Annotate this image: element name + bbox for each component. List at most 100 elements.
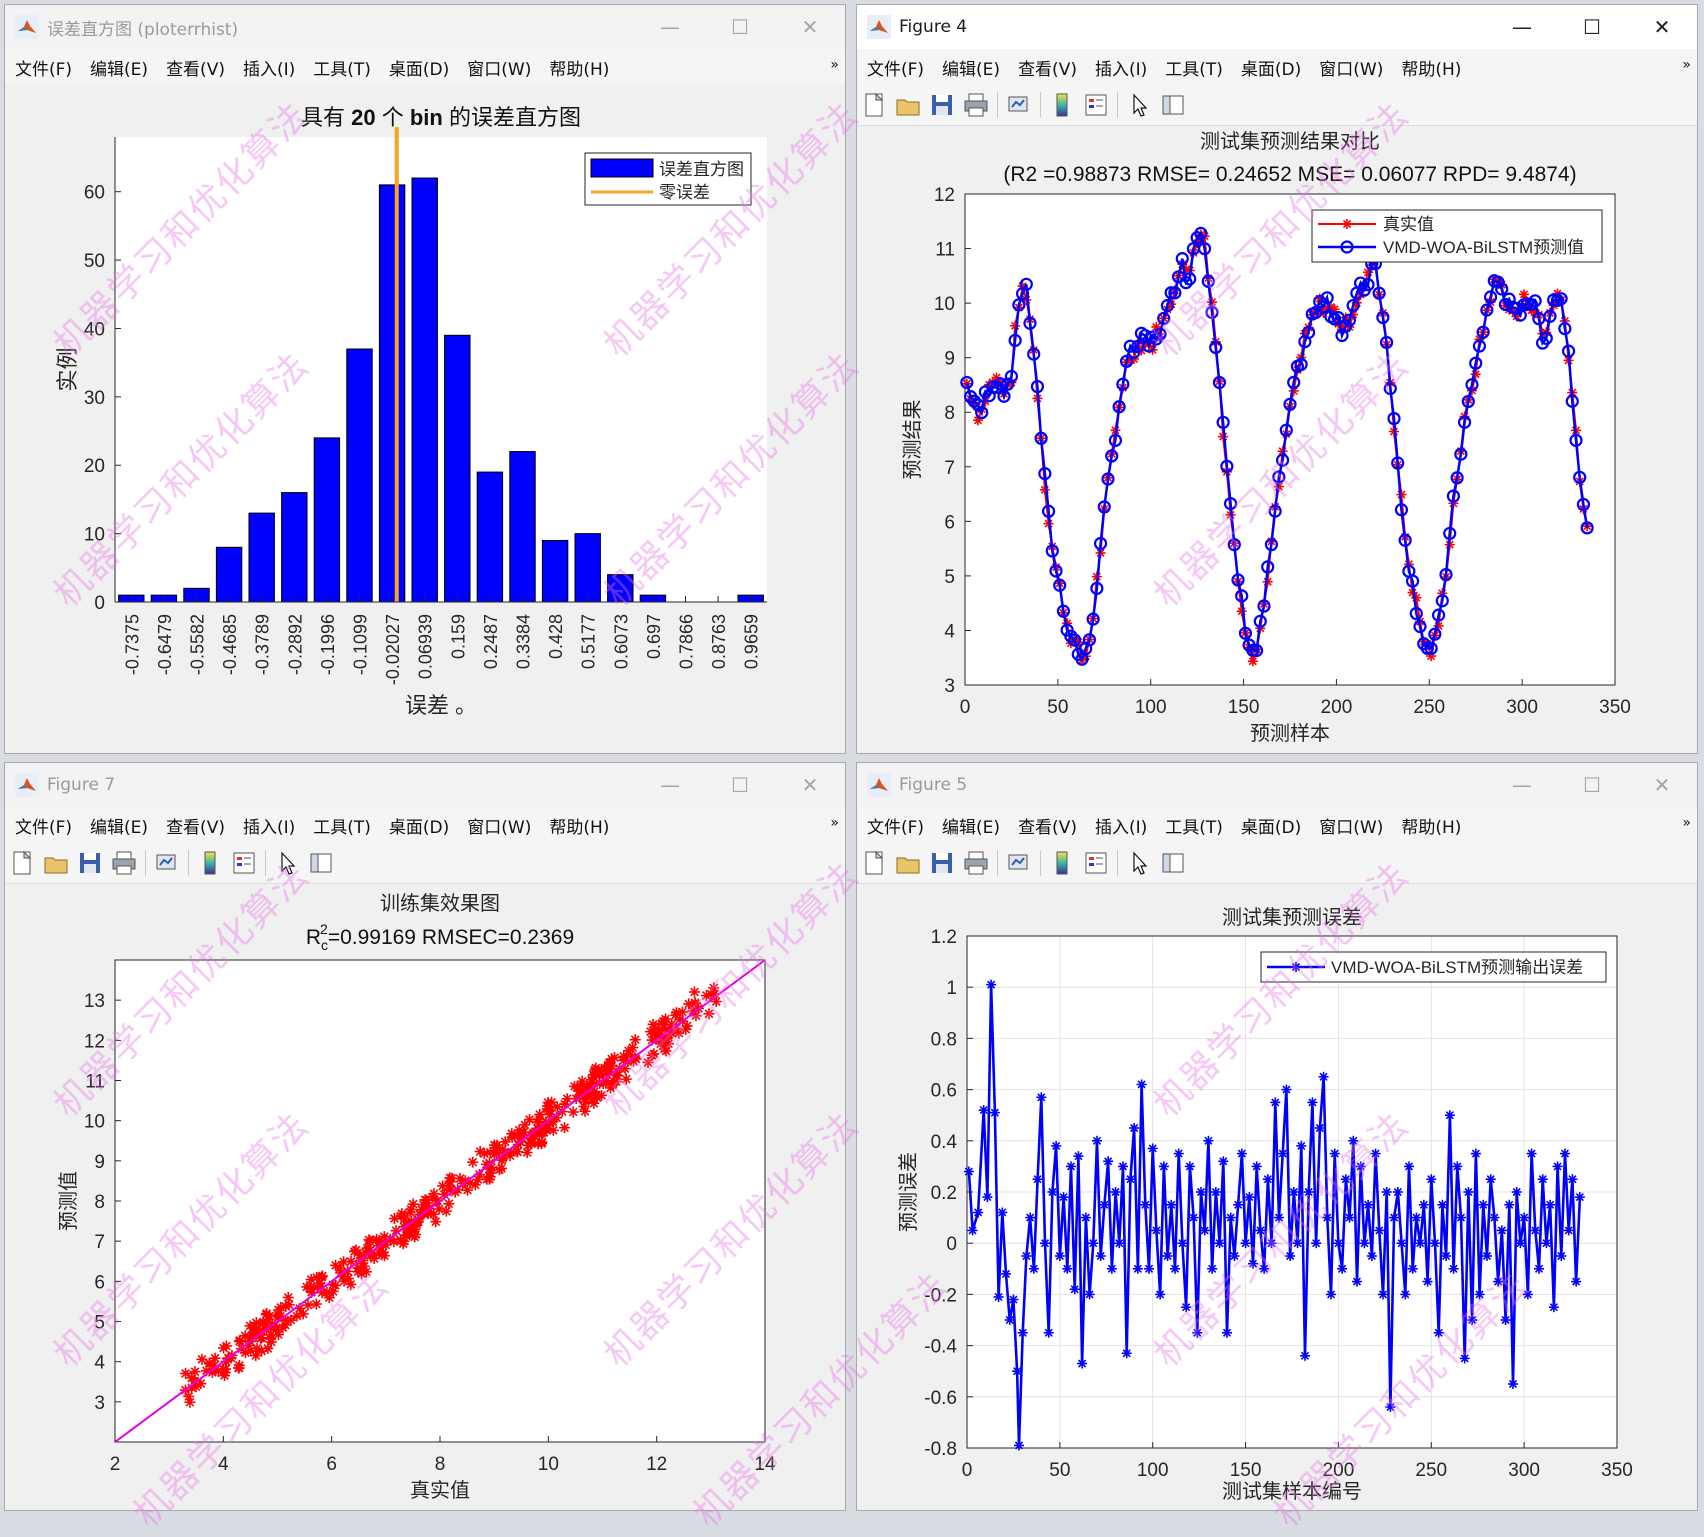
open-file-icon[interactable] [893, 90, 923, 120]
menu-item-7[interactable]: 帮助(H) [1401, 817, 1462, 838]
predicted-point [1409, 606, 1423, 621]
legend-icon[interactable] [229, 848, 259, 878]
minimize-button[interactable]: — [660, 773, 680, 797]
x-tick-label: 150 [1230, 1460, 1262, 1481]
property-inspector-icon[interactable] [1158, 848, 1188, 878]
menu-item-5[interactable]: 桌面(D) [388, 817, 450, 838]
predicted-point [1413, 619, 1427, 634]
histogram-bar [215, 546, 243, 603]
menu-item-7[interactable]: 帮助(H) [549, 817, 610, 838]
menu-item-3[interactable]: 插入(I) [1094, 59, 1148, 80]
pointer-icon[interactable] [1124, 848, 1154, 878]
minimize-button[interactable]: — [1512, 773, 1532, 797]
new-figure-icon[interactable] [7, 848, 37, 878]
menu-item-1[interactable]: 编辑(E) [90, 59, 149, 80]
menu-item-0[interactable]: 文件(F) [15, 59, 73, 80]
menu-item-3[interactable]: 插入(I) [242, 59, 296, 80]
fig7-titlebar[interactable]: Figure 7 — ☐ ✕ [5, 763, 845, 807]
maximize-button[interactable]: ☐ [1583, 773, 1601, 797]
menu-item-7[interactable]: 帮助(H) [549, 59, 610, 80]
menu-item-4[interactable]: 工具(T) [313, 817, 371, 838]
predicted-point [1216, 415, 1230, 429]
open-file-icon[interactable] [41, 848, 71, 878]
legend[interactable]: VMD-WOA-BiLSTM预测输出误差 [1260, 951, 1607, 983]
hist-titlebar[interactable]: 误差直方图 (ploterrhist) — ☐ ✕ [5, 5, 845, 49]
toolbar-separator [265, 850, 266, 876]
predicted-point [1045, 544, 1059, 558]
fig4-window-title: Figure 4 [899, 17, 968, 37]
scatter-point [310, 1298, 322, 1310]
menu-item-5[interactable]: 桌面(D) [1240, 817, 1302, 838]
menu-item-6[interactable]: 窗口(W) [467, 817, 532, 838]
menu-item-2[interactable]: 查看(V) [166, 59, 225, 80]
menu-item-7[interactable]: 帮助(H) [1401, 59, 1462, 80]
print-icon[interactable] [961, 90, 991, 120]
menu-item-2[interactable]: 查看(V) [1018, 817, 1077, 838]
menu-item-1[interactable]: 编辑(E) [942, 817, 1001, 838]
new-figure-icon[interactable] [859, 90, 889, 120]
close-button[interactable]: ✕ [801, 773, 819, 797]
legend-icon[interactable] [1081, 90, 1111, 120]
predicted-point [1064, 629, 1078, 643]
save-icon[interactable] [927, 848, 957, 878]
menu-item-0[interactable]: 文件(F) [867, 817, 925, 838]
menu-item-0[interactable]: 文件(F) [15, 817, 73, 838]
colorbar-icon[interactable] [1047, 848, 1077, 878]
legend[interactable]: 真实值 VMD-WOA-BiLSTM预测值 [1311, 209, 1603, 263]
link-plot-icon[interactable] [1004, 848, 1034, 878]
error-point [1118, 1161, 1128, 1172]
open-file-icon[interactable] [893, 848, 923, 878]
fig4-titlebar[interactable]: Figure 4 — ☐ ✕ [857, 5, 1697, 49]
minimize-button[interactable]: — [1512, 15, 1532, 39]
menu-item-4[interactable]: 工具(T) [313, 59, 371, 80]
menu-item-2[interactable]: 查看(V) [1018, 59, 1077, 80]
link-plot-icon[interactable] [1004, 90, 1034, 120]
legend-icon[interactable] [1081, 848, 1111, 878]
menu-item-6[interactable]: 窗口(W) [1319, 59, 1384, 80]
error-point [1530, 1225, 1541, 1236]
new-figure-icon[interactable] [859, 848, 889, 878]
minimize-button[interactable]: — [660, 15, 680, 39]
menu-item-4[interactable]: 工具(T) [1165, 817, 1223, 838]
menu-item-3[interactable]: 插入(I) [242, 817, 296, 838]
x-tick-label: 0.5177 [579, 614, 599, 669]
pointer-icon[interactable] [272, 848, 302, 878]
menu-overflow-icon[interactable]: » [830, 815, 839, 831]
maximize-button[interactable]: ☐ [1583, 15, 1601, 39]
menu-item-1[interactable]: 编辑(E) [942, 59, 1001, 80]
menu-overflow-icon[interactable]: » [830, 57, 839, 73]
maximize-button[interactable]: ☐ [731, 773, 749, 797]
pointer-icon[interactable] [1124, 90, 1154, 120]
colorbar-icon[interactable] [195, 848, 225, 878]
print-icon[interactable] [961, 848, 991, 878]
scatter-point [262, 1342, 274, 1354]
menu-overflow-icon[interactable]: » [1682, 815, 1691, 831]
x-tick-label: 12 [646, 1454, 667, 1475]
legend-label: 误差直方图 [659, 160, 744, 179]
close-button[interactable]: ✕ [1653, 15, 1671, 39]
close-button[interactable]: ✕ [1653, 773, 1671, 797]
menu-item-5[interactable]: 桌面(D) [1240, 59, 1302, 80]
close-button[interactable]: ✕ [801, 15, 819, 39]
menu-item-6[interactable]: 窗口(W) [1319, 817, 1384, 838]
save-icon[interactable] [75, 848, 105, 878]
property-inspector-icon[interactable] [1158, 90, 1188, 120]
link-plot-icon[interactable] [152, 848, 182, 878]
menu-item-6[interactable]: 窗口(W) [467, 59, 532, 80]
menu-overflow-icon[interactable]: » [1682, 57, 1691, 73]
menu-item-3[interactable]: 插入(I) [1094, 817, 1148, 838]
menu-item-4[interactable]: 工具(T) [1165, 59, 1223, 80]
property-inspector-icon[interactable] [306, 848, 336, 878]
figure-toolbar [857, 843, 1697, 884]
fig5-titlebar[interactable]: Figure 5 — ☐ ✕ [857, 763, 1697, 807]
maximize-button[interactable]: ☐ [731, 15, 749, 39]
save-icon[interactable] [927, 90, 957, 120]
menu-item-5[interactable]: 桌面(D) [388, 59, 450, 80]
colorbar-icon[interactable] [1047, 90, 1077, 120]
chart-title-part: 个 [376, 105, 410, 130]
menu-item-1[interactable]: 编辑(E) [90, 817, 149, 838]
menu-item-0[interactable]: 文件(F) [867, 59, 925, 80]
menu-item-2[interactable]: 查看(V) [166, 817, 225, 838]
print-icon[interactable] [109, 848, 139, 878]
